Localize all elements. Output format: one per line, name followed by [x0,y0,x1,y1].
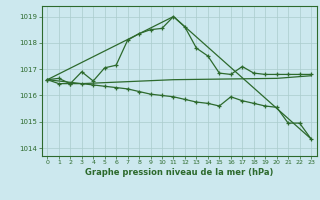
X-axis label: Graphe pression niveau de la mer (hPa): Graphe pression niveau de la mer (hPa) [85,168,273,177]
